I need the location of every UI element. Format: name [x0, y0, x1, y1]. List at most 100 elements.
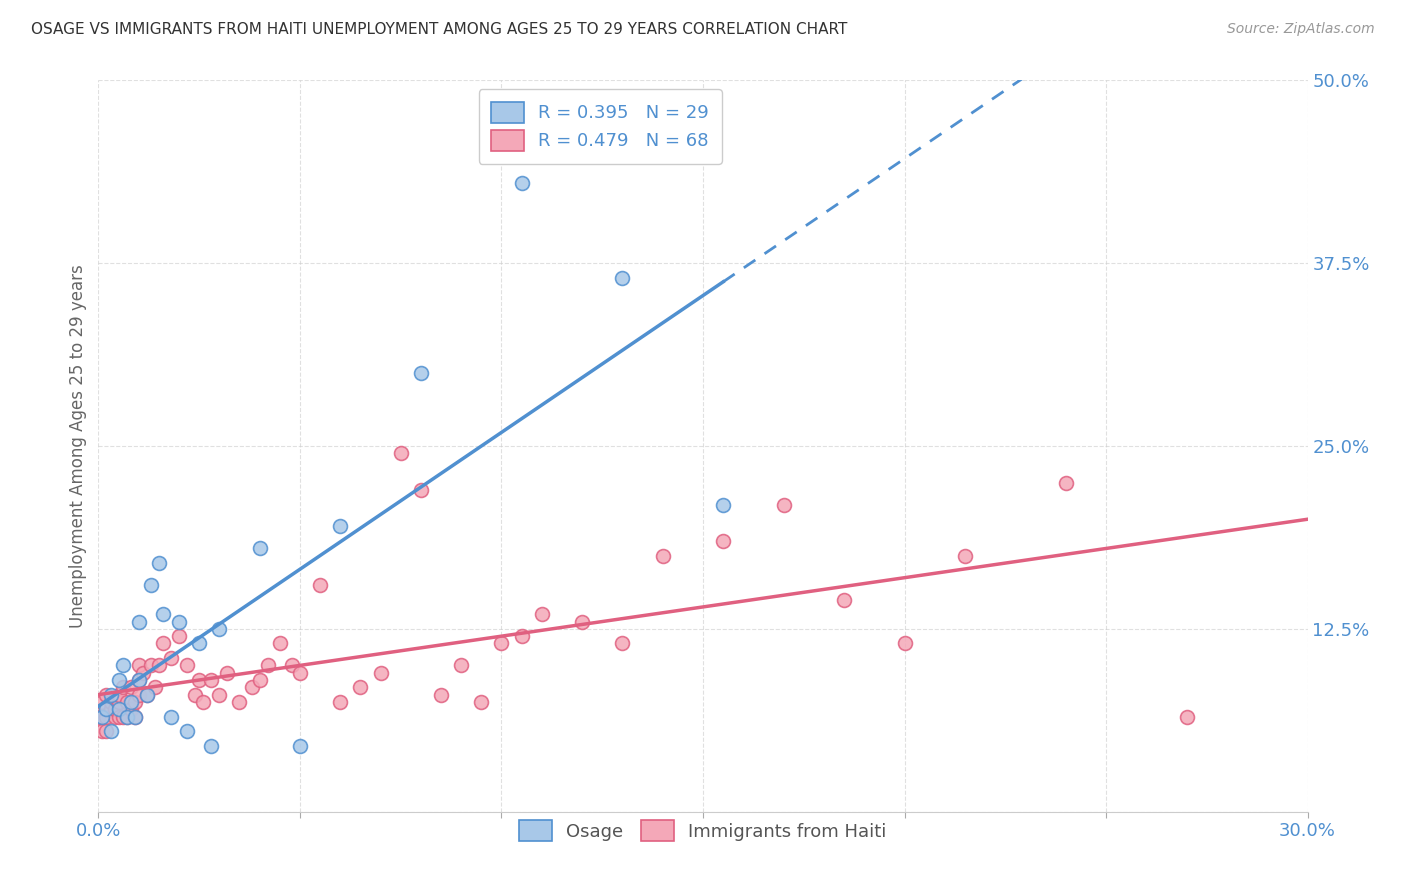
Point [143, 681, 166, 695]
Point [208, 622, 231, 636]
Point [120, 702, 142, 716]
Point [409, 366, 432, 380]
Point [152, 636, 174, 650]
Point [612, 636, 634, 650]
Point [96, 709, 118, 723]
Point [103, 702, 125, 716]
Point [612, 270, 634, 285]
Point [135, 688, 157, 702]
Point [128, 615, 150, 629]
Point [167, 629, 190, 643]
Point [96, 702, 118, 716]
Point [139, 578, 162, 592]
Point [711, 534, 734, 549]
Point [409, 483, 432, 497]
Y-axis label: Unemployment Among Ages 25 to 29 years: Unemployment Among Ages 25 to 29 years [69, 264, 87, 628]
Legend: Osage, Immigrants from Haiti: Osage, Immigrants from Haiti [506, 808, 900, 854]
Point [128, 688, 150, 702]
Point [249, 541, 271, 556]
Point [188, 673, 211, 687]
Point [128, 658, 150, 673]
Point [124, 709, 146, 723]
Point [115, 709, 138, 723]
Point [152, 607, 174, 622]
Point [124, 695, 146, 709]
Point [269, 636, 291, 650]
Text: Source: ZipAtlas.com: Source: ZipAtlas.com [1227, 22, 1375, 37]
Point [100, 688, 122, 702]
Point [530, 607, 553, 622]
Point [228, 695, 250, 709]
Point [103, 709, 125, 723]
Text: OSAGE VS IMMIGRANTS FROM HAITI UNEMPLOYMENT AMONG AGES 25 TO 29 YEARS CORRELATIO: OSAGE VS IMMIGRANTS FROM HAITI UNEMPLOYM… [31, 22, 848, 37]
Point [176, 724, 198, 739]
Point [349, 681, 371, 695]
Point [200, 673, 222, 687]
Point [208, 688, 231, 702]
Point [120, 695, 142, 709]
Point [107, 673, 129, 687]
Point [1175, 709, 1198, 723]
Point [430, 688, 453, 702]
Point [100, 724, 122, 739]
Point [115, 695, 138, 709]
Point [91, 724, 114, 739]
Point [389, 446, 412, 460]
Point [148, 556, 170, 570]
Point [87, 709, 110, 723]
Point [309, 578, 332, 592]
Point [124, 709, 146, 723]
Point [111, 709, 134, 723]
Point [217, 665, 239, 680]
Point [139, 658, 162, 673]
Point [111, 681, 134, 695]
Point [1054, 475, 1077, 490]
Point [329, 695, 352, 709]
Point [120, 681, 142, 695]
Point [470, 695, 492, 709]
Point [91, 695, 114, 709]
Point [160, 709, 183, 723]
Point [135, 688, 157, 702]
Point [132, 665, 155, 680]
Point [148, 658, 170, 673]
Point [128, 673, 150, 687]
Point [510, 629, 533, 643]
Point [893, 636, 915, 650]
Point [111, 658, 134, 673]
Point [176, 658, 198, 673]
Point [249, 673, 271, 687]
Point [100, 695, 122, 709]
Point [240, 681, 263, 695]
Point [107, 695, 129, 709]
Point [96, 688, 118, 702]
Point [651, 549, 673, 563]
Point [200, 739, 222, 753]
Point [953, 549, 976, 563]
Point [832, 592, 855, 607]
Point [711, 498, 734, 512]
Point [450, 658, 472, 673]
Point [256, 658, 278, 673]
Point [107, 688, 129, 702]
Point [510, 176, 533, 190]
Point [115, 709, 138, 723]
Point [288, 739, 311, 753]
Point [281, 658, 304, 673]
Point [160, 651, 183, 665]
Point [184, 688, 207, 702]
Point [100, 702, 122, 716]
Point [193, 695, 215, 709]
Point [96, 724, 118, 739]
Point [167, 615, 190, 629]
Point [188, 636, 211, 650]
Point [370, 665, 392, 680]
Point [128, 673, 150, 687]
Point [329, 519, 352, 533]
Point [491, 636, 513, 650]
Point [91, 709, 114, 723]
Point [288, 665, 311, 680]
Point [107, 709, 129, 723]
Point [772, 498, 794, 512]
Point [107, 702, 129, 716]
